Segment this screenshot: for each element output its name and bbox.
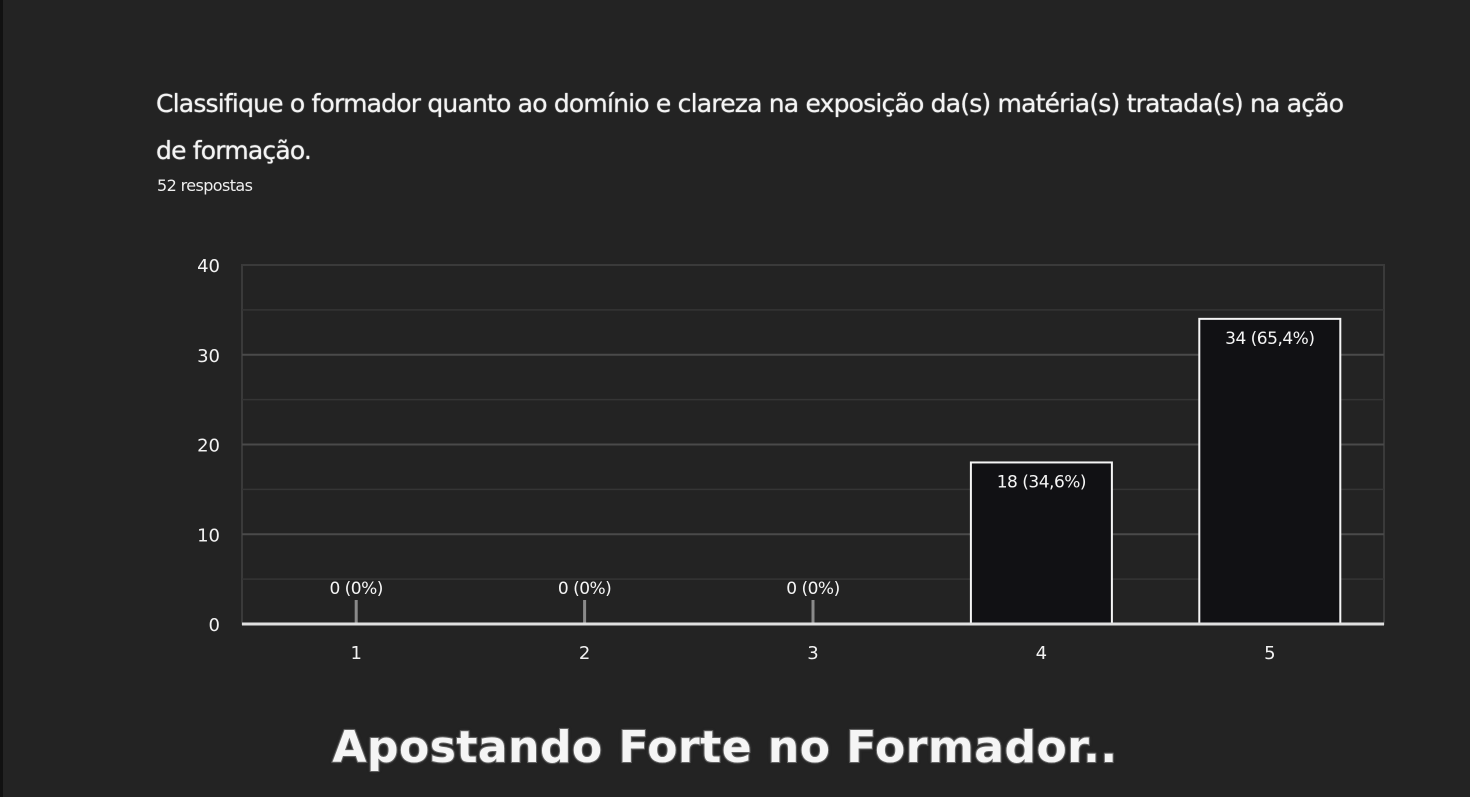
bar-chart: 0 10 20 30 40 0 (0%) 1 0 (0%) 2 0 (0%) 3 18 (34,6%)… — [197, 256, 1385, 664]
bar-zero-marker — [811, 600, 815, 624]
bar-data-label: 0 (0%) — [786, 579, 839, 599]
y-tick-label: 40 — [197, 256, 220, 277]
bar-data-label: 0 (0%) — [329, 579, 382, 599]
x-tick-label: 5 — [1264, 643, 1275, 664]
bar-zero-marker — [354, 600, 358, 624]
x-tick-label: 3 — [807, 643, 818, 664]
bar — [1198, 317, 1342, 625]
bar-data-label: 18 (34,6%) — [997, 472, 1086, 492]
video-caption: Apostando Forte no Formador.. — [331, 721, 1118, 774]
x-tick-label: 2 — [579, 643, 590, 664]
y-tick-label: 10 — [197, 525, 220, 546]
window-edge — [0, 0, 3, 797]
response-count: 52 respostas — [157, 176, 253, 195]
bar-zero-marker — [583, 600, 587, 624]
question-title: Classifique o formador quanto ao domínio… — [156, 89, 1344, 165]
x-tick-label: 1 — [350, 643, 361, 664]
y-tick-label: 30 — [197, 346, 220, 367]
bar-data-label: 0 (0%) — [558, 579, 611, 599]
x-tick-label: 4 — [1036, 643, 1047, 664]
bar — [969, 461, 1113, 626]
y-tick-label: 0 — [209, 615, 220, 636]
y-tick-label: 20 — [197, 436, 220, 457]
bar-data-label: 34 (65,4%) — [1225, 329, 1314, 349]
